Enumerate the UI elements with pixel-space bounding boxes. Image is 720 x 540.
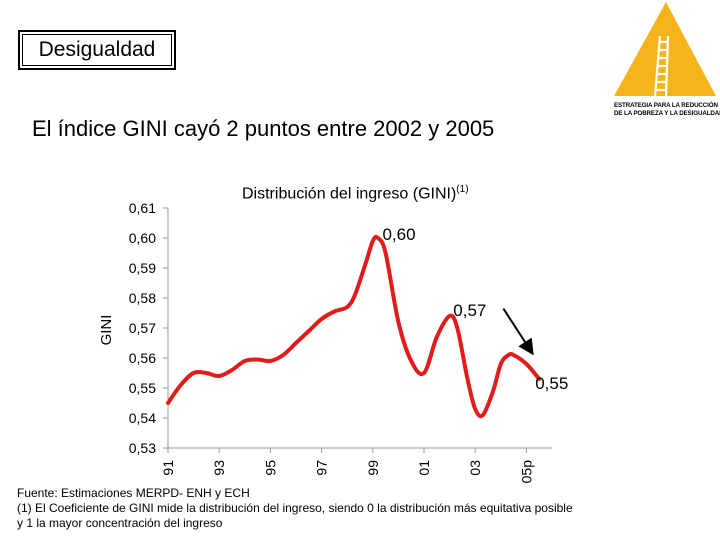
source-note: Fuente: Estimaciones MERPD- ENH y ECH [17, 486, 250, 500]
chart-title-text: Distribución del ingreso (GINI) [242, 185, 457, 203]
x-tick-label: 03 [467, 460, 483, 476]
slide-title: Desigualdad [38, 38, 156, 61]
y-tick-label: 0,55 [129, 380, 156, 396]
gini-definition-line1: (1) El Coeficiente de GINI mide la distr… [17, 501, 573, 515]
y-tick-label: 0,61 [129, 200, 156, 216]
logo-text-line2: DE LA POBREZA Y LA DESIGUALDAD [614, 110, 720, 117]
trend-arrow [502, 307, 534, 356]
x-tick-label: 95 [262, 460, 278, 476]
y-tick-label: 0,54 [129, 410, 156, 426]
y-tick-label: 0,56 [129, 350, 156, 366]
y-tick-label: 0,53 [129, 440, 156, 456]
y-tick-label: 0,57 [129, 320, 156, 336]
slide-headline: El índice GINI cayó 2 puntos entre 2002 … [32, 116, 495, 141]
x-tick-label: 93 [211, 460, 227, 476]
y-tick-label: 0,60 [129, 230, 156, 246]
gini-definition-note: (1) El Coeficiente de GINI mide la distr… [17, 501, 707, 531]
chart-title: Distribución del ingreso (GINI)(1) [242, 184, 469, 203]
value-annotation: 0,60 [382, 225, 415, 244]
value-annotation: 0,57 [453, 301, 486, 320]
y-tick-label: 0,58 [129, 290, 156, 306]
gini-definition-line2: y 1 la mayor concentración del ingreso [17, 516, 223, 530]
x-tick-label: 05p [518, 460, 534, 484]
slide-title-box: Desigualdad [18, 30, 176, 70]
logo-text-line1: ESTRATEGIA PARA LA REDUCCIÓN [614, 102, 718, 109]
value-annotation: 0,55 [535, 374, 568, 393]
gini-series-line [166, 234, 542, 419]
strategy-logo: ESTRATEGIA PARA LA REDUCCIÓN DE LA POBRE… [600, 0, 720, 124]
x-tick-label: 99 [365, 460, 381, 476]
x-tick-label: 01 [416, 460, 432, 476]
slide-title-inner-border [22, 34, 172, 66]
y-axis-label: GINI [98, 315, 115, 346]
footnotes: Fuente: Estimaciones MERPD- ENH y ECH (1… [17, 486, 707, 531]
ladder-triangle-icon [614, 2, 716, 97]
x-tick-label: 91 [160, 460, 176, 476]
y-tick-label: 0,59 [129, 260, 156, 276]
chart-title-superscript: (1) [456, 184, 469, 195]
x-tick-label: 97 [314, 460, 330, 476]
